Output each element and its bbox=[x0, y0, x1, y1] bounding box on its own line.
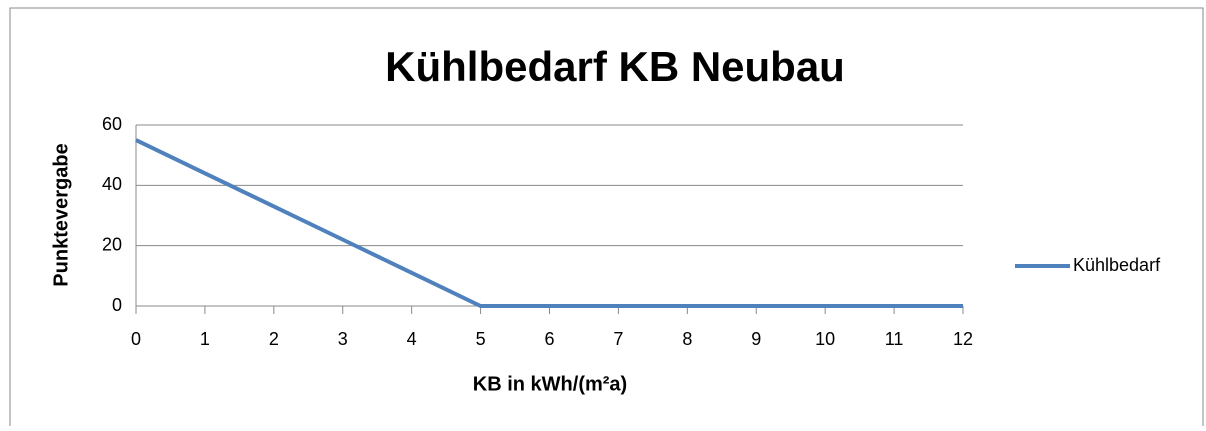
x-tick-label: 3 bbox=[338, 329, 348, 349]
chart-title: Kühlbedarf KB Neubau bbox=[385, 43, 845, 90]
x-tick-label: 10 bbox=[815, 329, 835, 349]
y-tick-label: 40 bbox=[102, 174, 122, 194]
data-line bbox=[135, 138, 963, 308]
y-axis-label: Punktevergabe bbox=[50, 143, 72, 286]
x-tick-label: 9 bbox=[751, 329, 761, 349]
x-tick-label: 7 bbox=[613, 329, 623, 349]
x-tick-label: 6 bbox=[544, 329, 554, 349]
y-tick-label: 60 bbox=[102, 114, 122, 134]
x-tick-label: 0 bbox=[131, 329, 141, 349]
chart-border bbox=[9, 7, 1204, 431]
x-tick-label: 12 bbox=[953, 329, 973, 349]
x-axis-label: KB in kWh/(m²a) bbox=[473, 373, 627, 395]
x-tick-label: 4 bbox=[407, 329, 417, 349]
x-tick-label: 8 bbox=[682, 329, 692, 349]
x-tick-label: 1 bbox=[200, 329, 210, 349]
x-tick-label: 2 bbox=[269, 329, 279, 349]
y-tick-label: 0 bbox=[112, 295, 122, 315]
legend-label: Kühlbedarf bbox=[1073, 255, 1161, 275]
x-tick-label: 11 bbox=[885, 329, 904, 349]
x-tick-label: 5 bbox=[476, 329, 486, 349]
y-tick-label: 20 bbox=[102, 234, 122, 254]
